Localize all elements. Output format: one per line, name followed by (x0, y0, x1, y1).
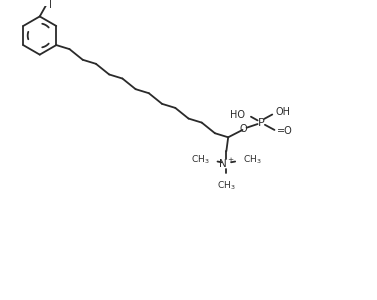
Text: CH$_3$: CH$_3$ (191, 154, 210, 166)
Text: OH: OH (276, 107, 291, 117)
Text: CH$_3$: CH$_3$ (217, 180, 236, 192)
Text: CH$_3$: CH$_3$ (243, 154, 262, 166)
Text: I: I (49, 0, 52, 10)
Text: N$^+$: N$^+$ (218, 157, 234, 170)
Text: =O: =O (277, 126, 293, 136)
Text: O: O (240, 124, 247, 134)
Text: HO: HO (230, 110, 245, 119)
Text: P: P (258, 118, 265, 128)
